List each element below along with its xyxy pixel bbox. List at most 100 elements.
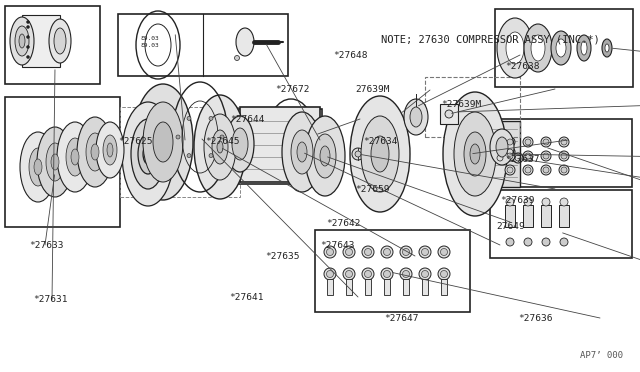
Text: *27647: *27647 xyxy=(384,314,419,323)
Text: *27635: *27635 xyxy=(266,252,300,261)
Ellipse shape xyxy=(236,28,254,56)
Text: *27625: *27625 xyxy=(118,137,153,146)
Ellipse shape xyxy=(194,95,246,199)
Ellipse shape xyxy=(305,116,345,196)
Ellipse shape xyxy=(71,149,79,165)
Circle shape xyxy=(346,270,353,278)
Bar xyxy=(490,119,632,187)
Ellipse shape xyxy=(96,122,124,178)
Circle shape xyxy=(561,167,567,173)
Ellipse shape xyxy=(490,129,514,165)
Circle shape xyxy=(559,165,569,175)
Circle shape xyxy=(505,165,515,175)
Ellipse shape xyxy=(54,28,66,54)
Circle shape xyxy=(440,270,447,278)
Circle shape xyxy=(507,153,513,159)
Bar xyxy=(490,190,632,258)
Ellipse shape xyxy=(51,154,59,170)
Ellipse shape xyxy=(131,119,165,189)
Circle shape xyxy=(543,153,549,159)
Ellipse shape xyxy=(19,34,25,48)
Circle shape xyxy=(365,248,371,256)
Text: ε9.03: ε9.03 xyxy=(141,43,159,48)
Bar xyxy=(240,107,320,182)
Circle shape xyxy=(343,268,355,280)
Text: *27634: *27634 xyxy=(364,137,398,146)
Ellipse shape xyxy=(464,132,486,176)
Bar xyxy=(475,121,520,187)
Ellipse shape xyxy=(103,135,117,165)
Text: *27642: *27642 xyxy=(326,219,361,228)
Bar xyxy=(222,109,322,184)
Ellipse shape xyxy=(581,41,587,55)
Bar xyxy=(425,77,520,137)
Bar xyxy=(441,279,447,295)
Circle shape xyxy=(209,116,213,121)
Ellipse shape xyxy=(496,137,508,157)
Circle shape xyxy=(187,116,191,121)
Bar xyxy=(440,104,458,124)
Text: *27659: *27659 xyxy=(355,185,390,194)
Circle shape xyxy=(438,268,450,280)
Bar xyxy=(559,205,569,227)
Circle shape xyxy=(506,198,514,206)
Ellipse shape xyxy=(524,24,552,72)
Ellipse shape xyxy=(404,99,428,135)
Text: *27645: *27645 xyxy=(205,137,239,146)
Text: *27637: *27637 xyxy=(506,155,540,164)
Bar xyxy=(315,230,470,312)
Ellipse shape xyxy=(282,112,322,192)
Circle shape xyxy=(326,270,333,278)
Ellipse shape xyxy=(77,117,113,187)
Ellipse shape xyxy=(410,107,422,127)
Ellipse shape xyxy=(217,141,223,153)
Text: *27639M: *27639M xyxy=(442,100,482,109)
Circle shape xyxy=(324,246,336,258)
Ellipse shape xyxy=(297,142,307,162)
Ellipse shape xyxy=(602,39,612,57)
Circle shape xyxy=(541,151,551,161)
Text: *27641: *27641 xyxy=(229,293,264,302)
Ellipse shape xyxy=(138,134,158,174)
Ellipse shape xyxy=(20,132,56,202)
Circle shape xyxy=(524,238,532,246)
Text: *27638: *27638 xyxy=(506,62,540,71)
Circle shape xyxy=(525,167,531,173)
Circle shape xyxy=(543,167,549,173)
Circle shape xyxy=(383,270,390,278)
Ellipse shape xyxy=(551,31,571,65)
Text: ε9.03: ε9.03 xyxy=(141,36,159,41)
Circle shape xyxy=(419,246,431,258)
Ellipse shape xyxy=(15,26,29,56)
Bar xyxy=(5,97,120,227)
Circle shape xyxy=(560,198,568,206)
Ellipse shape xyxy=(91,144,99,160)
Bar xyxy=(5,6,100,84)
Ellipse shape xyxy=(371,136,389,172)
Circle shape xyxy=(403,248,410,256)
Circle shape xyxy=(542,198,550,206)
Bar xyxy=(523,205,533,227)
Circle shape xyxy=(541,165,551,175)
Circle shape xyxy=(383,248,390,256)
Circle shape xyxy=(525,139,531,145)
Bar xyxy=(541,205,551,227)
Circle shape xyxy=(362,246,374,258)
Ellipse shape xyxy=(66,138,84,176)
Ellipse shape xyxy=(497,18,533,78)
Circle shape xyxy=(440,248,447,256)
Circle shape xyxy=(324,268,336,280)
Circle shape xyxy=(26,45,29,48)
Bar xyxy=(346,279,352,295)
Text: 27649: 27649 xyxy=(496,222,525,231)
Circle shape xyxy=(326,248,333,256)
Ellipse shape xyxy=(10,17,34,65)
Text: *27644: *27644 xyxy=(230,115,265,124)
Circle shape xyxy=(26,55,29,58)
Circle shape xyxy=(438,246,450,258)
Circle shape xyxy=(400,246,412,258)
Circle shape xyxy=(541,137,551,147)
Circle shape xyxy=(26,20,29,23)
Circle shape xyxy=(209,154,213,158)
Circle shape xyxy=(419,268,431,280)
